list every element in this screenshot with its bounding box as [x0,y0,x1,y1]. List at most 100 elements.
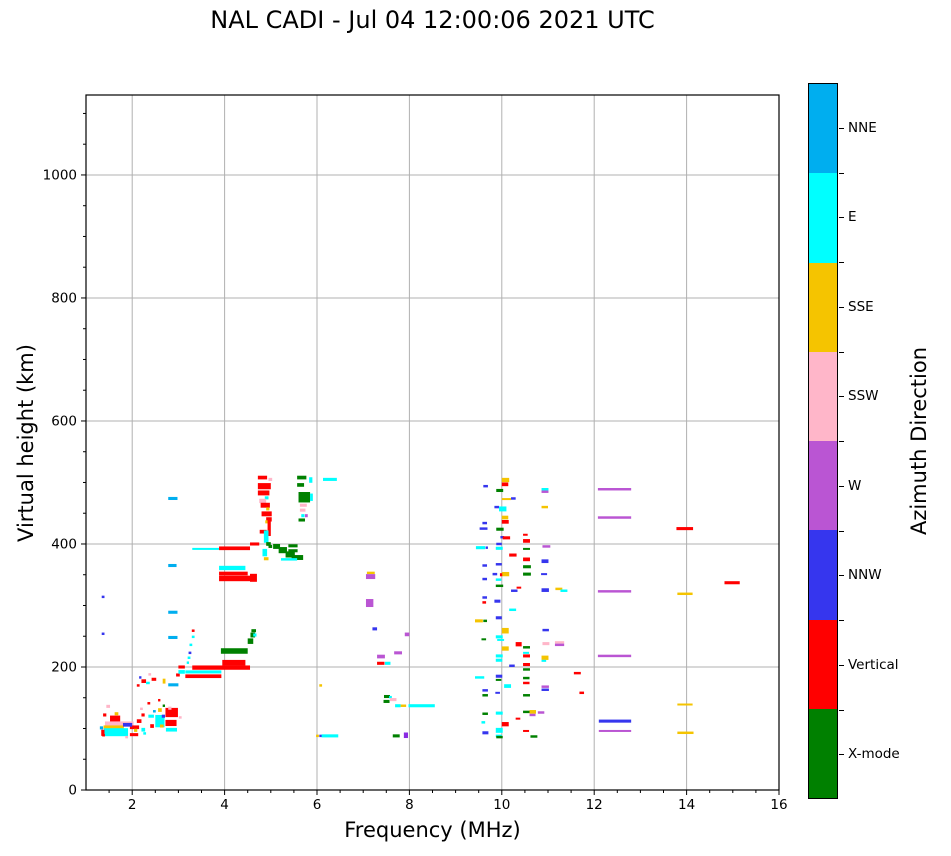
colorbar-tick [839,754,844,756]
colorbar-label-e: E [848,209,857,226]
data-point [101,632,105,636]
colorbar-title: Azimuth Direction [907,346,932,536]
data-point [259,498,267,504]
data-point [383,699,390,703]
x-tick-label: 6 [313,797,322,813]
data-point [372,627,378,631]
data-point [366,571,375,575]
plot-area: 2 4 6 8 10 12 14 16 0 200 400 600 800 1000 [43,94,788,813]
data-point [555,587,563,591]
data-point [501,498,512,501]
data-point [541,488,549,491]
data-point [106,704,111,708]
data-point [188,651,192,655]
data-point [189,643,193,647]
data-point [523,729,530,732]
data-point [129,733,139,737]
data-point [148,714,154,718]
x-tick-label: 16 [770,797,787,813]
data-point [141,713,145,717]
data-point [285,551,295,558]
chart-title: NAL CADI - Jul 04 12:00:06 2021 UTC [210,6,655,34]
data-point [136,719,142,723]
data-point [504,684,512,688]
x-tick-label: 2 [128,797,137,813]
data-point [482,521,488,525]
data-point [541,588,549,592]
data-point [323,477,337,481]
x-tick-label: 14 [678,797,695,813]
data-point [541,685,549,688]
data-point [495,711,503,715]
data-point [560,589,568,592]
y-tick-label: 0 [68,783,77,799]
data-point [220,648,248,654]
data-point [529,710,536,714]
data-point [316,734,319,738]
data-point [495,616,502,620]
data-point [509,608,517,612]
data-point [263,557,269,561]
data-point [168,635,178,640]
colorbar-segment-vertical [809,619,837,709]
data-point [499,506,507,512]
data-point [554,643,565,647]
data-point [598,719,632,723]
data-point [152,710,156,713]
data-point [101,729,105,736]
data-point [497,638,505,641]
data-point [139,676,142,679]
data-point [501,646,509,651]
data-point [257,475,268,480]
colorbar-boundary-tick [839,530,844,532]
colorbar-label-nnw: NNW [848,567,882,584]
data-point [104,721,134,726]
data-point [389,698,397,702]
data-point [377,654,385,659]
data-point [264,496,269,500]
data-point [404,632,410,637]
data-point [158,708,162,712]
data-point [263,530,269,543]
data-point [479,527,488,530]
data-point [141,679,147,683]
colorbar-boundary-tick [839,262,844,263]
data-point [266,507,270,511]
data-point [475,546,486,550]
data-point [495,654,503,658]
data-point [299,503,307,507]
data-point [523,547,530,550]
data-point [301,514,305,518]
data-point [482,694,488,697]
data-point [260,502,270,508]
data-point [515,717,521,720]
data-point [298,492,311,503]
colorbar-segment-x-mode [809,708,837,798]
data-point [495,584,504,588]
data-point [482,689,488,692]
data-point [114,712,119,716]
data-point [475,619,483,623]
data-point [482,577,488,581]
data-point [511,589,518,592]
data-point [515,642,522,647]
data-point [501,627,509,634]
data-point [267,518,271,536]
data-point [304,514,308,518]
data-point [257,490,270,496]
data-point [499,573,503,577]
colorbar-label-w: W [848,477,862,494]
data-point [102,734,105,737]
data-point [400,704,407,707]
data-point [496,735,503,739]
x-tick-label: 8 [405,797,414,813]
data-point [257,483,271,490]
colorbar-title-wrap: Azimuth Direction [893,83,945,799]
data-point [250,573,257,582]
data-point [502,536,511,540]
data-point [155,714,165,728]
x-tick-label: 12 [586,797,603,813]
data-point [309,477,313,483]
data-point [573,671,581,675]
data-point [250,542,260,546]
